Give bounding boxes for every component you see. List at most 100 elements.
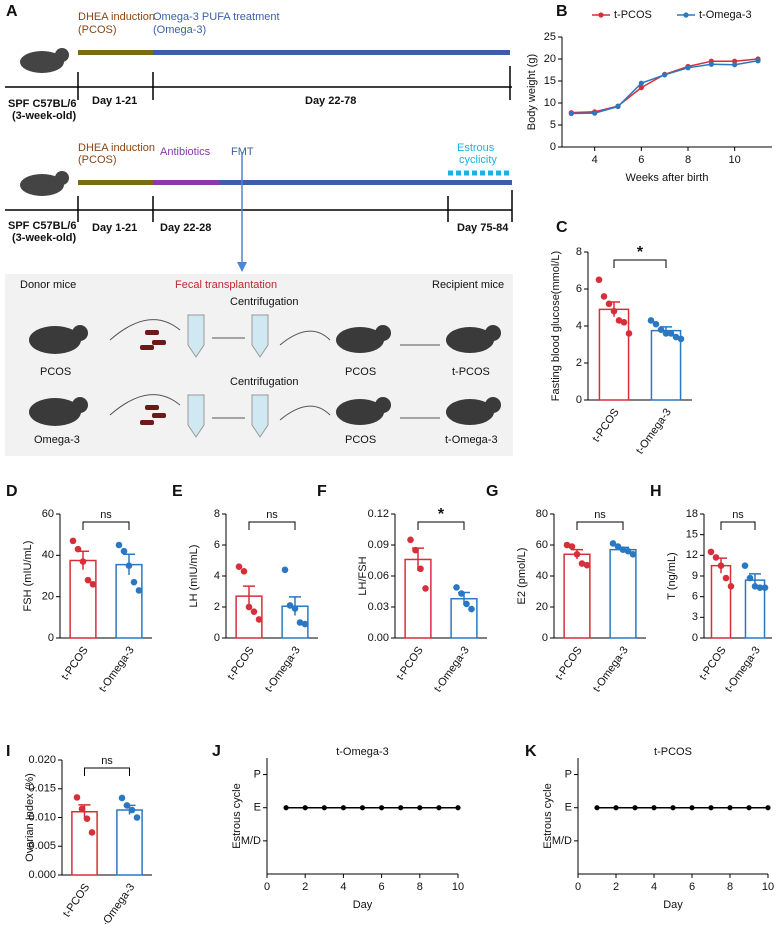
point — [301, 620, 309, 628]
y-tick-label: 0 — [214, 632, 220, 644]
point — [722, 574, 730, 582]
y-axis-label: E2 (pmol/L) — [516, 548, 528, 605]
y-tick-label: 20 — [544, 53, 556, 65]
x-tick-label: t-PCOS — [59, 645, 91, 683]
phase-label: cyclicity — [459, 154, 497, 166]
point — [455, 805, 461, 811]
point — [84, 576, 92, 584]
strain-label: SPF C57BL/6 — [8, 220, 76, 232]
chart-title: t-Omega-3 — [336, 746, 389, 758]
x-tick-label: 2 — [613, 881, 619, 893]
point — [708, 61, 714, 67]
x-axis-label: Day — [353, 899, 373, 911]
x-tick-label: 0 — [264, 881, 270, 893]
bar — [115, 563, 143, 639]
point — [73, 794, 81, 801]
x-tick-label: t-Omega-3 — [723, 645, 763, 695]
y-tick-label: E — [565, 802, 572, 814]
point — [296, 619, 304, 626]
panel-letter: A — [6, 3, 18, 20]
y-tick-label: 0.000 — [28, 869, 56, 881]
point — [458, 590, 465, 597]
series-line — [571, 60, 759, 115]
significance-bracket — [84, 767, 130, 776]
point — [741, 562, 749, 569]
x-tick-label: t-Omega-3 — [591, 645, 631, 695]
point — [468, 605, 475, 613]
y-tick-label: P — [565, 768, 572, 780]
y-tick-label: E — [254, 802, 261, 814]
point — [436, 805, 442, 811]
y-axis-label: LH/FSH — [357, 556, 369, 595]
panel-letter: E — [172, 483, 183, 500]
y-tick-label: 3 — [692, 611, 698, 623]
significance-label: ns — [732, 509, 744, 521]
section-label: Donor mice — [20, 279, 76, 291]
point — [340, 805, 346, 811]
point — [235, 563, 243, 570]
point — [120, 547, 128, 555]
y-tick-label: 6 — [692, 591, 698, 603]
bar — [650, 329, 682, 401]
x-tick-label: 10 — [729, 154, 741, 166]
point — [463, 600, 470, 608]
x-tick-label: t-PCOS — [553, 645, 585, 683]
point — [130, 578, 138, 586]
significance-bracket — [720, 521, 756, 530]
y-tick-label: 4 — [214, 570, 220, 582]
panel-letter: J — [212, 743, 221, 760]
panel-letter: H — [650, 483, 662, 500]
point — [245, 603, 253, 611]
x-tick-label: t-PCOS — [394, 645, 426, 683]
phase-label: FMT — [231, 146, 254, 158]
y-tick-label: 25 — [544, 31, 556, 43]
phase-label: (PCOS) — [78, 24, 117, 36]
significance-label: ns — [101, 755, 113, 767]
y-tick-label: 40 — [536, 570, 548, 582]
arrows — [109, 319, 440, 421]
point — [746, 805, 752, 811]
step-label: Centrifugation — [230, 376, 299, 388]
legend-label: t-Omega-3 — [699, 9, 752, 21]
x-tick-label: 8 — [685, 154, 691, 166]
point — [662, 330, 670, 337]
point — [761, 584, 769, 592]
x-tick-label: t-Omega-3 — [97, 882, 137, 924]
point — [578, 560, 586, 567]
x-tick-label: t-PCOS — [61, 882, 93, 920]
y-tick-label: 12 — [686, 549, 698, 561]
x-axis-label: Day — [663, 899, 683, 911]
y-tick-label: 6 — [214, 539, 220, 551]
group-label: PCOS — [40, 366, 71, 378]
point — [89, 580, 97, 588]
y-tick-label: 0 — [692, 632, 698, 644]
point — [592, 110, 598, 116]
section-title: Fecal transplantation — [175, 279, 277, 291]
point — [667, 330, 675, 337]
point — [615, 317, 623, 324]
x-tick-label: 6 — [379, 881, 385, 893]
point — [677, 335, 685, 343]
point — [417, 565, 424, 573]
phase-label: DHEA induction — [78, 142, 155, 154]
point — [756, 584, 764, 592]
point — [379, 805, 385, 811]
y-tick-label: 6 — [576, 283, 582, 295]
group-label: t-PCOS — [452, 366, 490, 378]
panel-a: A DHEA induction (PCOS) Omega-3 PUFA tre… — [5, 3, 513, 456]
day-label: Day 22-28 — [160, 222, 211, 234]
point — [286, 602, 294, 609]
point — [619, 546, 627, 553]
y-tick-label: M/D — [241, 835, 261, 847]
group-label: PCOS — [345, 434, 376, 446]
significance-bracket — [82, 521, 130, 530]
y-axis-label: T (ng/mL) — [666, 552, 678, 599]
y-tick-label: 10 — [544, 97, 556, 109]
significance-label: ns — [594, 509, 606, 521]
phase-label: Estrous — [457, 142, 495, 154]
x-tick-label: t-Omega-3 — [432, 645, 472, 695]
mice-icons — [29, 325, 501, 426]
point — [707, 548, 715, 556]
x-tick-label: 6 — [638, 154, 644, 166]
point — [632, 805, 638, 811]
